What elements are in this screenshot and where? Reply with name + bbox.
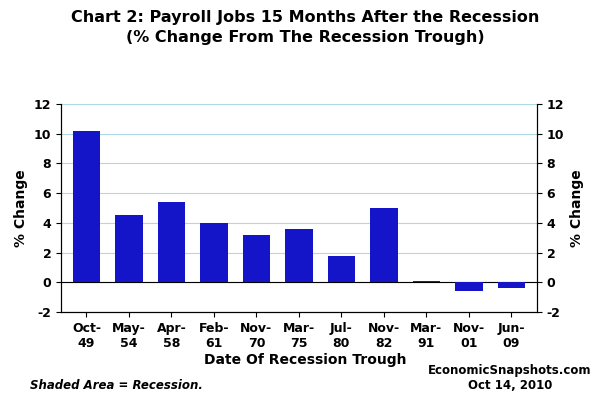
Bar <box>328 256 355 282</box>
Bar <box>285 229 313 282</box>
Text: Chart 2: Payroll Jobs 15 Months After the Recession: Chart 2: Payroll Jobs 15 Months After th… <box>71 10 539 25</box>
Bar <box>370 208 398 282</box>
Bar <box>115 216 143 282</box>
Bar <box>498 282 525 288</box>
Bar <box>200 223 228 282</box>
Bar <box>455 282 483 291</box>
Bar <box>73 131 100 282</box>
Bar <box>157 202 185 282</box>
Y-axis label: % Change: % Change <box>570 169 584 247</box>
Bar <box>412 281 440 282</box>
Bar <box>243 235 270 282</box>
Text: EconomicSnapshots.com
Oct 14, 2010: EconomicSnapshots.com Oct 14, 2010 <box>428 364 592 392</box>
Text: (% Change From The Recession Trough): (% Change From The Recession Trough) <box>126 30 484 45</box>
Text: Shaded Area = Recession.: Shaded Area = Recession. <box>30 379 203 392</box>
Y-axis label: % Change: % Change <box>14 169 28 247</box>
Text: Date Of Recession Trough: Date Of Recession Trough <box>204 353 406 367</box>
